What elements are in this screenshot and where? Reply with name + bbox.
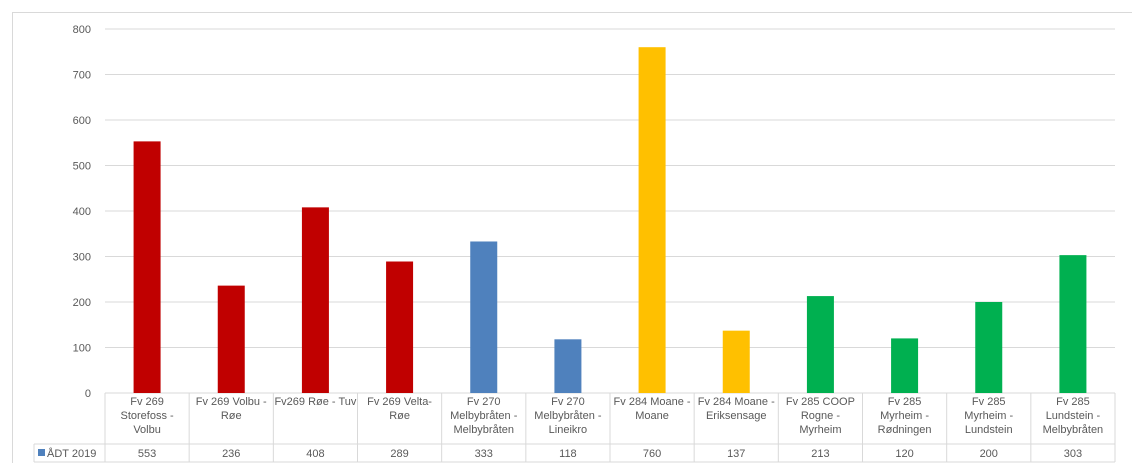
bar [891,338,919,393]
data-table-value: 333 [475,448,493,460]
data-table-value: 120 [895,448,913,460]
category-label: Fv 270 Melbybråten -Lineikro [534,396,602,436]
category-label: Fv 284 Moane -Moane [614,396,691,422]
category-label: Fv 285 COOP Rogne -Myrheim [786,396,855,436]
y-tick-label: 600 [73,115,91,127]
bar [806,296,834,393]
bar [554,339,582,393]
y-tick-label: 800 [73,24,91,36]
category-label: Fv 269 Storefoss -Volbu [120,396,174,436]
data-table-value: 408 [306,448,324,460]
y-tick-label: 100 [73,343,91,355]
y-tick-label: 400 [73,206,91,218]
y-tick-label: 700 [73,70,91,82]
bar [470,241,498,393]
data-table-value: 553 [138,448,156,460]
category-label: Fv 285 Myrheim -Rødningen [878,396,932,436]
bar [301,207,329,393]
data-table-value: 213 [811,448,829,460]
category-label: Fv269 Røe - Tuv [274,396,356,408]
category-label: Fv 285 Lundstein -Melbybråten [1043,396,1104,436]
bar [1059,255,1087,393]
data-table-value: 118 [559,448,577,460]
legend-swatch [38,449,45,456]
bar [386,261,414,393]
data-table-value: 137 [727,448,745,460]
legend-label: ÅDT 2019 [47,447,96,460]
data-table-value: 760 [643,448,661,460]
bar [133,141,161,393]
y-tick-label: 300 [73,252,91,264]
data-table-value: 303 [1064,448,1082,460]
category-label: Fv 269 Volbu -Røe [196,396,267,422]
data-table-value: 236 [222,448,240,460]
category-label: Fv 269 Velta-Røe [367,396,432,422]
bar [975,302,1003,393]
y-tick-label: 0 [85,388,91,400]
data-table-value: 200 [980,448,998,460]
bar [217,285,245,393]
bar [638,47,666,393]
category-label: Fv 285 Myrheim -Lundstein [964,396,1013,436]
data-table-value: 289 [390,448,408,460]
category-label: Fv 270 Melbybråten -Melbybråten [450,396,518,436]
chart-frame [12,12,1132,463]
bar [722,330,750,393]
y-tick-label: 500 [73,161,91,173]
y-tick-label: 200 [73,297,91,309]
category-label: Fv 284 Moane -Eriksensage [698,396,775,422]
